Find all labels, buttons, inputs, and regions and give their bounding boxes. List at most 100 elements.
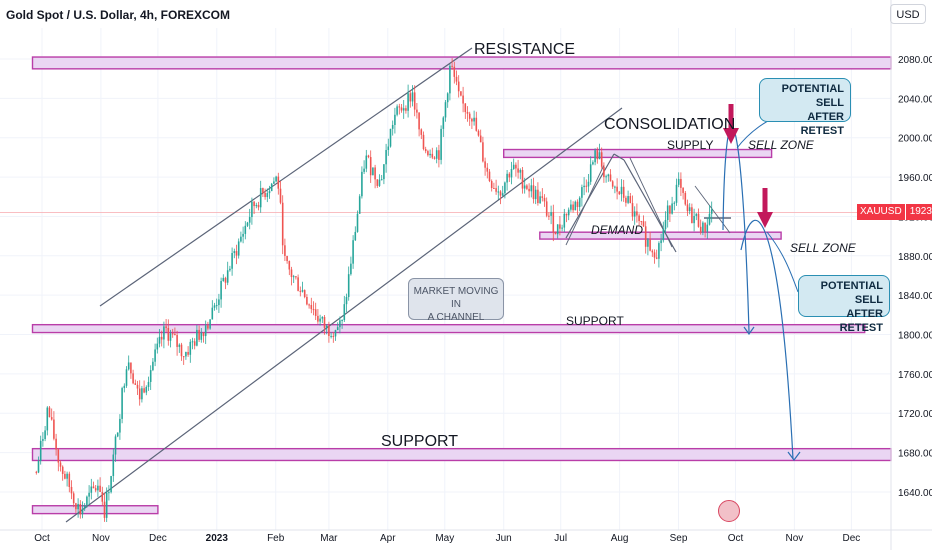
candle-body (583, 185, 585, 188)
sell-arrow-head (757, 212, 773, 228)
candle-body (389, 128, 392, 147)
candle-body (233, 251, 236, 254)
x-tick-label: Feb (267, 533, 285, 544)
candle-body (90, 486, 93, 493)
candle-body (306, 296, 308, 305)
candle-body (519, 169, 522, 173)
candle-body (574, 201, 577, 211)
candle-body (266, 193, 269, 198)
candle-body (211, 307, 214, 320)
logo-icon[interactable] (718, 500, 740, 522)
candle-body (677, 178, 680, 185)
candle-body (273, 181, 275, 184)
candle-body (240, 236, 242, 242)
candle-body (207, 325, 209, 329)
candle-body (433, 157, 436, 159)
candle-body (317, 315, 319, 322)
callout-potential-sell[interactable]: POTENTIAL SELL AFTER RETEST (759, 78, 851, 137)
candle-body (477, 130, 480, 136)
candle-body (79, 503, 82, 515)
callout-potential-sell[interactable]: POTENTIAL SELL AFTER RETEST (798, 275, 890, 334)
candle-body (134, 383, 137, 385)
candle-body (297, 277, 299, 291)
candle-body (55, 438, 57, 450)
resistance-label: RESISTANCE (474, 41, 576, 58)
candle-body (251, 201, 253, 218)
zone-resistance (31, 56, 892, 70)
candle-body (138, 388, 141, 400)
candle-body (127, 362, 130, 370)
candle-body (699, 226, 702, 233)
candle-body (508, 173, 511, 178)
currency-button[interactable]: USD (890, 4, 926, 24)
candle-body (585, 185, 588, 187)
candle-body (286, 255, 288, 262)
candle-body (185, 351, 187, 357)
candle-body (451, 65, 453, 67)
candle-body (136, 384, 139, 389)
candle-body (323, 317, 326, 328)
zone-supply (503, 148, 773, 159)
candle-body (660, 240, 662, 244)
x-tick-label: Mar (320, 533, 338, 544)
y-tick-label: 2040.00 (898, 94, 932, 105)
candle-body (242, 233, 244, 237)
candle-body (178, 344, 181, 347)
y-tick-label: 1760.00 (898, 370, 932, 381)
candle-body (704, 222, 706, 232)
sell-zone-label: SELL ZONE (790, 241, 856, 255)
candle-body (501, 193, 504, 196)
candle-body (616, 186, 618, 192)
candle-body (455, 76, 458, 82)
candle-body (61, 466, 64, 474)
candle-body (308, 304, 310, 306)
consolidation-label: CONSOLIDATION (604, 116, 736, 133)
candle-body (226, 270, 229, 283)
candle-body (550, 212, 552, 216)
candle-body (112, 454, 115, 477)
candle-body (427, 151, 429, 156)
candle-body (710, 209, 713, 214)
candle-body (44, 430, 46, 440)
y-tick-label: 1640.00 (898, 488, 932, 499)
candle-body (123, 385, 126, 389)
candle-body (369, 157, 372, 176)
demand-label: DEMAND (591, 223, 644, 237)
candle-body (614, 186, 616, 188)
candle-body (565, 213, 568, 216)
x-tick-label: Oct (34, 533, 50, 544)
candle-body (625, 197, 627, 203)
candle-body (262, 188, 264, 193)
candle-body (622, 186, 625, 198)
candle-body (431, 153, 434, 158)
candle-body (627, 196, 629, 203)
candle-body (341, 320, 343, 322)
candle-body (438, 150, 440, 160)
candle-body (257, 204, 260, 208)
candle-body (176, 334, 178, 347)
candle-body (169, 333, 172, 341)
candle-body (229, 268, 231, 271)
candle-body (658, 243, 660, 259)
channel-note[interactable]: MARKET MOVING IN A CHANNEL (408, 278, 504, 323)
candle-body (116, 432, 119, 437)
candle-body (402, 108, 405, 111)
last-price-tag: XAUUSD 1923.89 (857, 204, 932, 220)
candle-body (165, 326, 167, 328)
consolidation-line (613, 153, 625, 161)
candle-body (37, 460, 40, 473)
projection-arrowhead (787, 451, 801, 461)
candle-body (295, 276, 297, 278)
candle-body (198, 329, 200, 340)
candle-body (638, 215, 640, 222)
candle-body (339, 320, 341, 328)
candle-body (299, 290, 302, 292)
candle-body (332, 335, 335, 337)
candle-body (356, 213, 359, 232)
x-tick-label: Oct (728, 533, 744, 544)
x-tick-label: Aug (611, 533, 629, 544)
candle-body (592, 162, 594, 165)
candle-body (598, 152, 601, 160)
candle-body (534, 189, 537, 200)
